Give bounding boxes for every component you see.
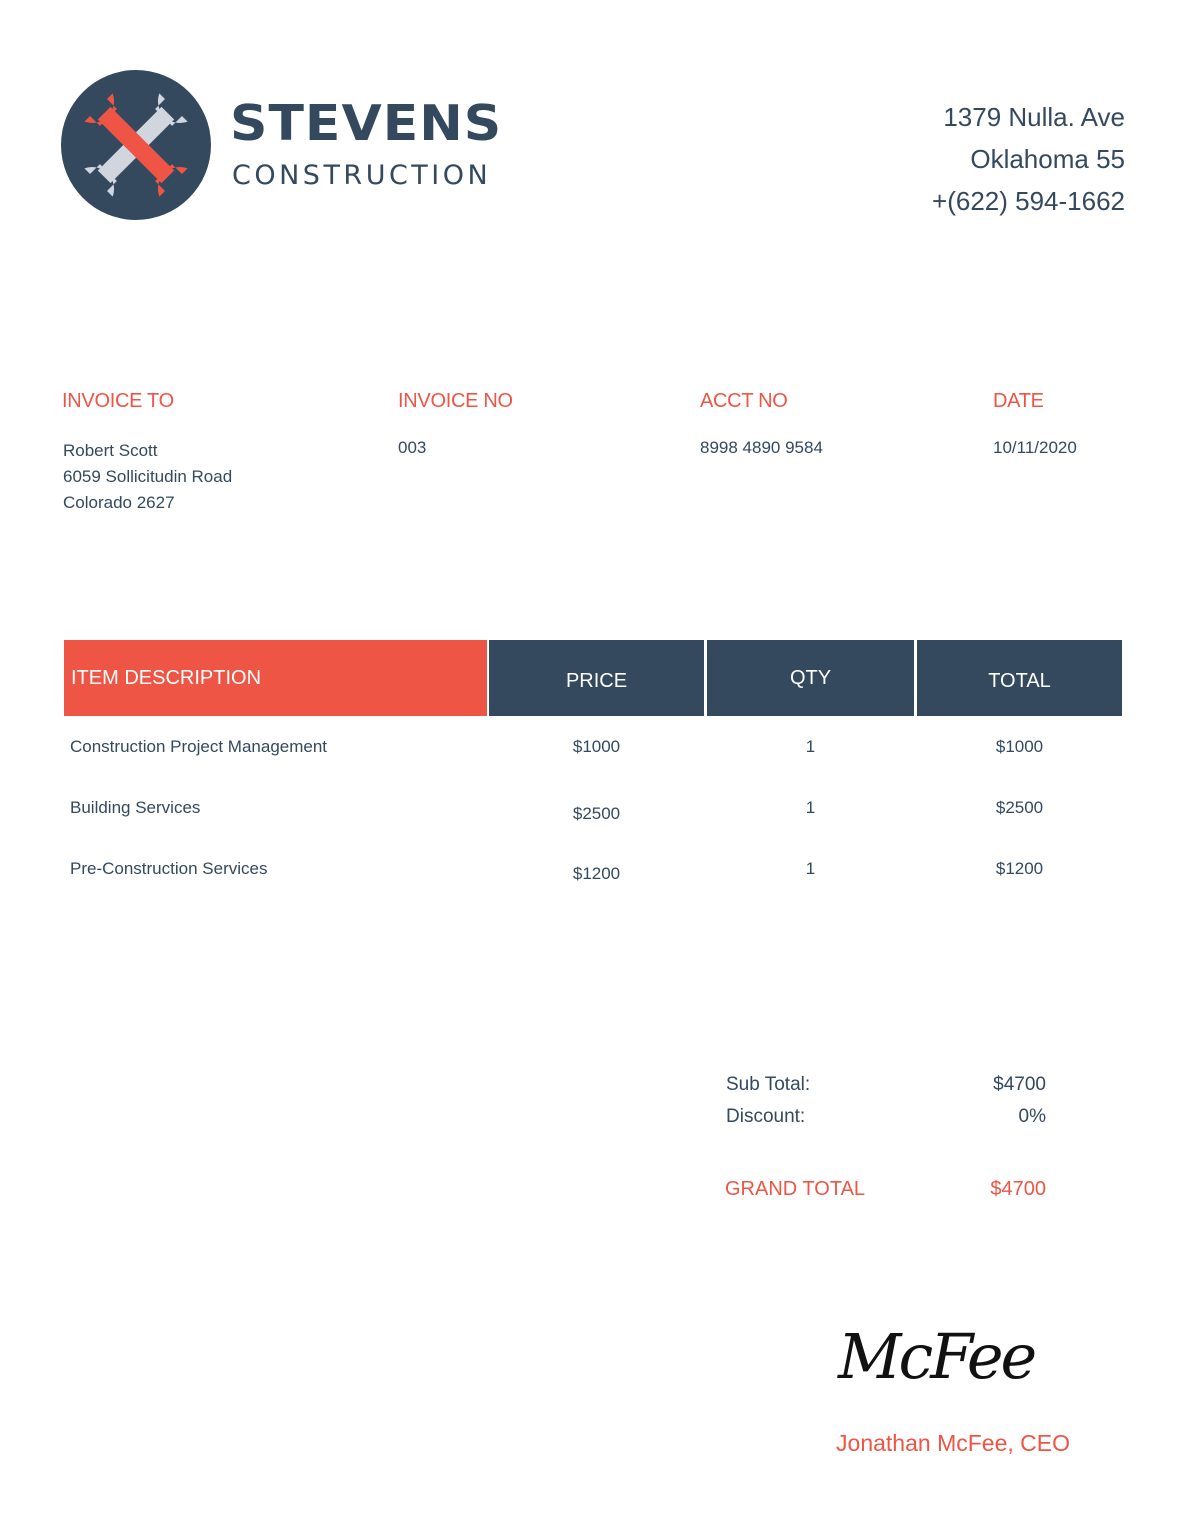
client-name: Robert Scott xyxy=(63,441,158,460)
header-qty: QTY xyxy=(707,640,914,716)
invoice-no-value: 003 xyxy=(398,438,427,457)
discount-label: Discount: xyxy=(726,1106,806,1127)
client-street: 6059 Sollicitudin Road xyxy=(63,467,233,486)
date-value: 10/11/2020 xyxy=(993,438,1077,457)
date-label: DATE xyxy=(993,390,1044,412)
address-line: Oklahoma 55 xyxy=(970,144,1125,174)
item-total: $1200 xyxy=(995,859,1044,878)
grand-total-label: GRAND TOTAL xyxy=(725,1178,866,1200)
company-logo xyxy=(61,70,211,220)
client-city: Colorado 2627 xyxy=(63,493,175,512)
item-qty: 1 xyxy=(805,798,816,817)
subtotal-label: Sub Total: xyxy=(726,1074,811,1095)
item-description: Construction Project Management xyxy=(70,737,328,756)
company-name: STEVENS xyxy=(230,95,503,153)
grand-total-value: $4700 xyxy=(990,1178,1046,1200)
header-item-description: ITEM DESCRIPTION xyxy=(64,640,487,716)
invoice-no-label: INVOICE NO xyxy=(398,390,513,412)
item-description: Pre-Construction Services xyxy=(70,859,268,878)
address-line: 1379 Nulla. Ave xyxy=(943,102,1125,132)
signer-name: Jonathan McFee, CEO xyxy=(836,1430,1070,1456)
header-price: PRICE xyxy=(489,640,704,716)
acct-no-label: ACCT NO xyxy=(700,390,788,412)
invoice-to-label: INVOICE TO xyxy=(62,390,174,412)
phone: +(622) 594-1662 xyxy=(932,186,1125,216)
header-total: TOTAL xyxy=(917,640,1122,716)
item-description: Building Services xyxy=(70,798,201,817)
item-price: $2500 xyxy=(572,804,621,823)
item-price: $1200 xyxy=(572,864,621,883)
subtotal-value: $4700 xyxy=(993,1074,1046,1095)
item-qty: 1 xyxy=(805,737,816,756)
item-price: $1000 xyxy=(572,737,621,756)
invoice-to-address: Robert Scott 6059 Sollicitudin Road Colo… xyxy=(63,438,232,516)
acct-no-value: 8998 4890 9584 xyxy=(700,438,823,457)
company-address: 1379 Nulla. Ave Oklahoma 55 +(622) 594-1… xyxy=(932,96,1125,222)
item-total: $1000 xyxy=(995,737,1044,756)
crossed-wrenches-icon xyxy=(84,93,188,197)
item-total: $2500 xyxy=(995,798,1044,817)
company-subtitle: CONSTRUCTION xyxy=(232,160,492,191)
signature: McFee xyxy=(838,1320,1037,1393)
discount-value: 0% xyxy=(1018,1106,1046,1127)
item-qty: 1 xyxy=(805,859,816,878)
